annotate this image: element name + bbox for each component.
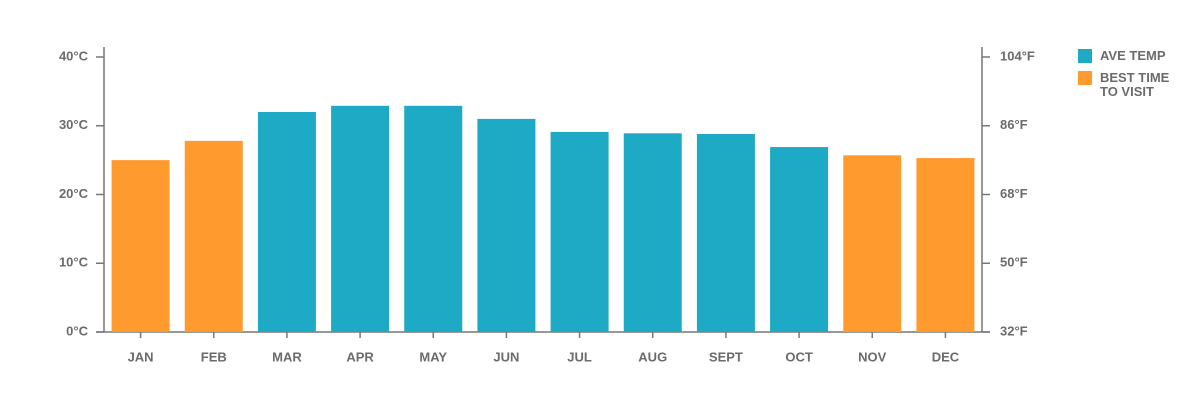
y2-tick-label: 68°F xyxy=(1000,186,1028,201)
y2-tick-label: 32°F xyxy=(1000,323,1028,338)
legend-label: BEST TIME TO VISIT xyxy=(1100,70,1170,99)
y2-tick-label: 104°F xyxy=(1000,48,1035,63)
x-tick-label: SEPT xyxy=(709,349,743,364)
x-tick-label: FEB xyxy=(201,349,227,364)
x-tick-label: AUG xyxy=(638,349,667,364)
bar xyxy=(404,105,463,332)
x-tick-label: JUL xyxy=(567,349,592,364)
x-tick-label: MAY xyxy=(419,349,447,364)
x-tick-label: JAN xyxy=(128,349,154,364)
bar xyxy=(916,158,975,332)
bar xyxy=(623,133,682,332)
y-tick-label: 30°C xyxy=(59,117,89,132)
x-tick-label: OCT xyxy=(785,349,813,364)
legend-swatch xyxy=(1078,71,1092,85)
bar xyxy=(331,105,390,332)
bar xyxy=(257,112,316,332)
y-tick-label: 0°C xyxy=(66,323,88,338)
x-tick-label: NOV xyxy=(858,349,887,364)
y2-tick-label: 86°F xyxy=(1000,117,1028,132)
bar xyxy=(696,134,755,332)
bar xyxy=(184,140,243,332)
y-tick-label: 40°C xyxy=(59,48,89,63)
y-tick-label: 10°C xyxy=(59,255,89,270)
x-tick-label: DEC xyxy=(932,349,960,364)
legend-label: AVE TEMP xyxy=(1100,48,1166,63)
y-tick-label: 20°C xyxy=(59,186,89,201)
legend-swatch xyxy=(1078,49,1092,63)
x-tick-label: MAR xyxy=(272,349,302,364)
x-tick-label: JUN xyxy=(493,349,519,364)
bar xyxy=(770,147,829,332)
y2-tick-label: 50°F xyxy=(1000,255,1028,270)
bar xyxy=(111,160,170,332)
legend: AVE TEMP BEST TIME TO VISIT xyxy=(1078,49,1188,107)
x-tick-label: APR xyxy=(346,349,374,364)
bar xyxy=(550,131,609,332)
legend-item: BEST TIME TO VISIT xyxy=(1078,71,1188,99)
legend-item: AVE TEMP xyxy=(1078,49,1188,63)
bar xyxy=(477,118,536,332)
bar xyxy=(843,155,902,332)
